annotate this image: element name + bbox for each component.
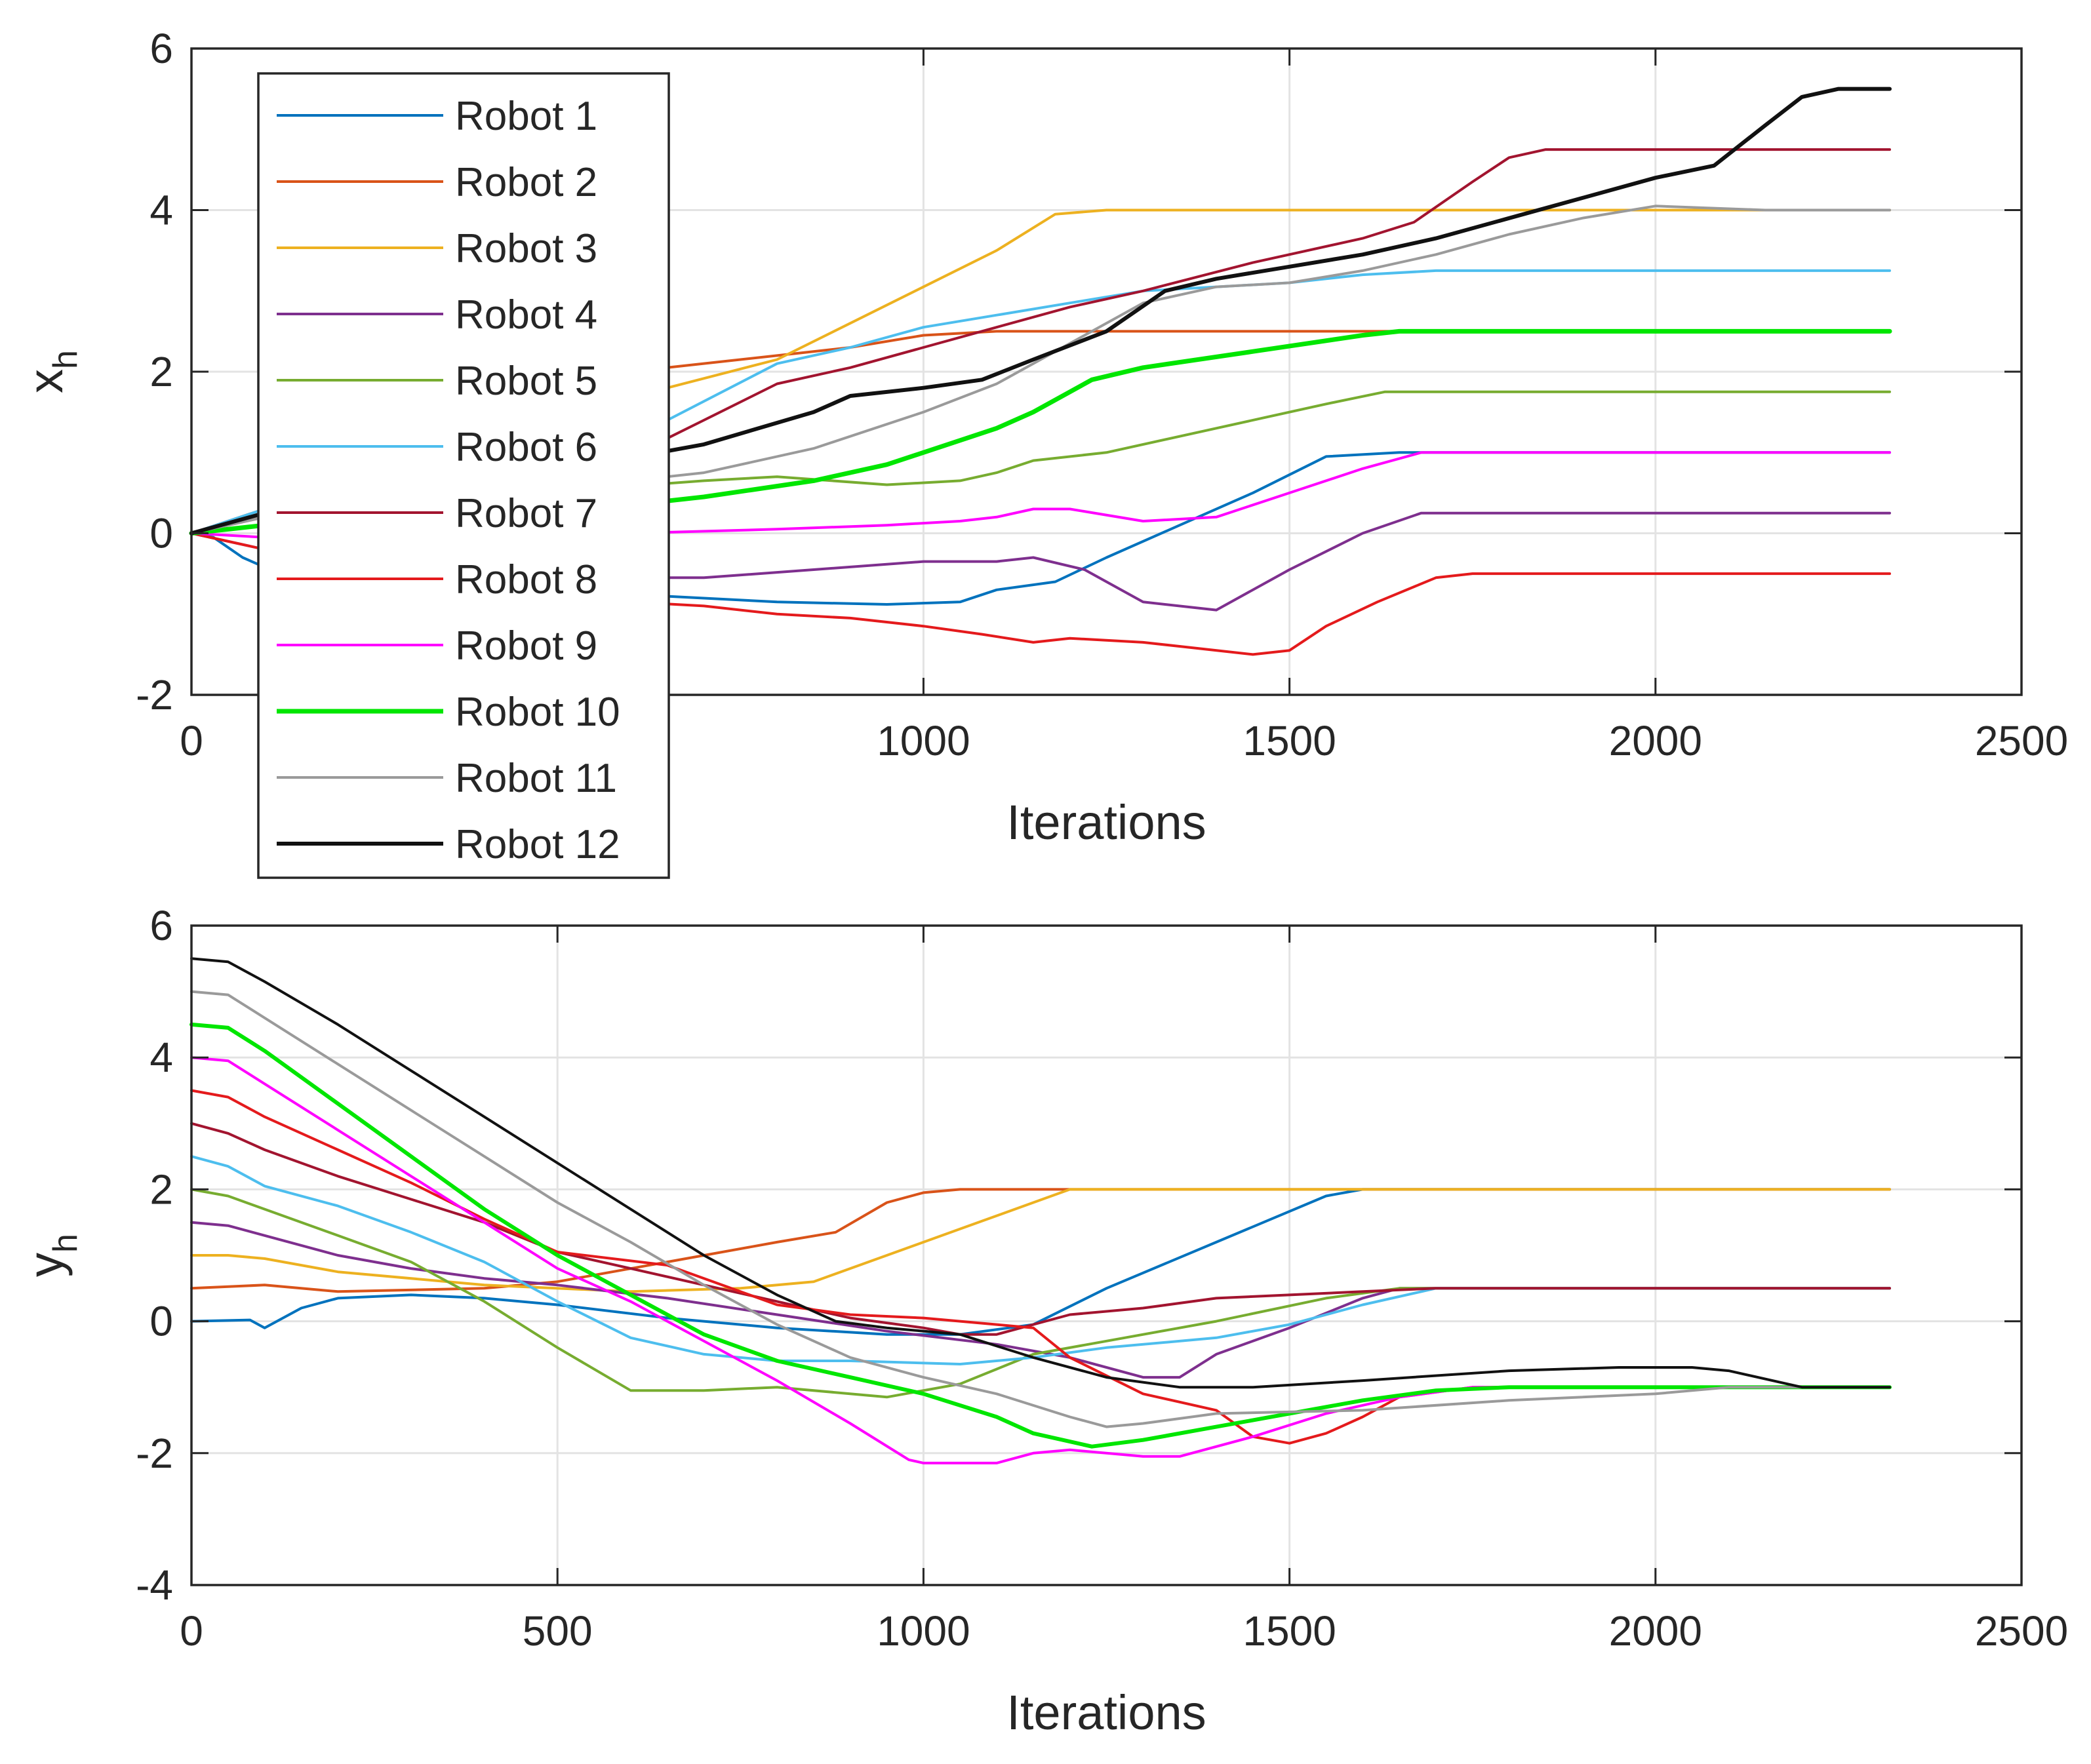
legend-label-robot-6: Robot 6 xyxy=(455,425,597,470)
legend-label-robot-3: Robot 3 xyxy=(455,226,597,271)
y-xtick-label: 2500 xyxy=(1975,1607,2068,1655)
x-ytick-label: -2 xyxy=(136,671,173,718)
x-ytick-label: 0 xyxy=(149,510,173,557)
legend-box xyxy=(257,72,670,879)
y-series-line-robot-10 xyxy=(189,1022,1892,1449)
y-series-line-robot-3 xyxy=(190,1188,1891,1293)
y-ytick-label: 6 xyxy=(149,902,173,949)
y-xtick-label: 1000 xyxy=(877,1607,970,1655)
y-series-line-robot-7 xyxy=(190,1122,1891,1336)
y-ytick-label: 2 xyxy=(149,1166,173,1213)
y-axis-ylabel: yh xyxy=(18,1234,85,1277)
y-axis-ylabel-main: y xyxy=(18,1253,73,1277)
x-xtick-label: 2000 xyxy=(1609,717,1702,764)
legend-label-robot-2: Robot 2 xyxy=(455,160,597,205)
legend-label-robot-4: Robot 4 xyxy=(455,292,597,338)
y-series-line-robot-12 xyxy=(190,957,1891,1389)
y-xtick-label: 500 xyxy=(523,1607,593,1655)
y-ytick-label: 4 xyxy=(149,1034,173,1081)
y-xtick-label: 0 xyxy=(180,1607,203,1655)
legend-label-robot-9: Robot 9 xyxy=(455,623,597,669)
legend-label-robot-12: Robot 12 xyxy=(455,822,620,867)
x-xtick-label: 1500 xyxy=(1243,717,1336,764)
y-series-line-robot-2 xyxy=(190,1188,1891,1293)
y-ytick-label: 0 xyxy=(149,1298,173,1345)
x-xtick-label: 0 xyxy=(180,717,203,764)
legend-label-robot-7: Robot 7 xyxy=(455,491,597,536)
legend-label-robot-8: Robot 8 xyxy=(455,557,597,602)
x-xtick-label: 2500 xyxy=(1975,717,2068,764)
y-axes-box xyxy=(190,924,2023,1586)
legend-label-robot-10: Robot 10 xyxy=(455,690,620,735)
y-axis-ylabel-subscript: h xyxy=(47,1234,85,1253)
y-axis-xlabel: Iterations xyxy=(1006,1685,1206,1740)
x-axis-ylabel-subscript: h xyxy=(47,350,85,369)
y-xtick-label: 2000 xyxy=(1609,1607,1702,1655)
y-series-line-robot-8 xyxy=(190,1089,1891,1445)
y-series-line-robot-11 xyxy=(190,990,1891,1428)
x-axis-ylabel: xh xyxy=(18,350,85,393)
y-series-line-robot-4 xyxy=(190,1221,1891,1379)
y-ytick-label: -4 xyxy=(136,1561,173,1609)
y-series-line-robot-9 xyxy=(190,1056,1891,1464)
y-position-plot: 0 500 1000 1500 2000 2500 -4 -2 0 2 4 6 Iterations yh xyxy=(18,902,2068,1740)
y-series-line-robot-1 xyxy=(190,1188,1891,1336)
y-xtick-label: 1500 xyxy=(1243,1607,1336,1655)
x-axis-xlabel: Iterations xyxy=(1006,795,1206,850)
y-plot-area xyxy=(191,926,2021,1585)
y-ytick-label: -2 xyxy=(136,1430,173,1477)
y-series-line-robot-5 xyxy=(190,1188,1891,1399)
x-xtick-label: 1000 xyxy=(877,717,970,764)
x-ytick-label: 2 xyxy=(149,348,173,395)
x-axis-ylabel-main: x xyxy=(18,369,73,393)
legend-label-robot-1: Robot 1 xyxy=(455,94,597,139)
x-ytick-label: 4 xyxy=(149,187,173,234)
legend-label-robot-5: Robot 5 xyxy=(455,359,597,404)
x-ytick-label: 6 xyxy=(149,25,173,72)
legend: Robot 1 Robot 2 Robot 3 Robot 4 Robot 5 Robot… xyxy=(257,72,670,879)
legend-label-robot-11: Robot 11 xyxy=(455,756,617,801)
